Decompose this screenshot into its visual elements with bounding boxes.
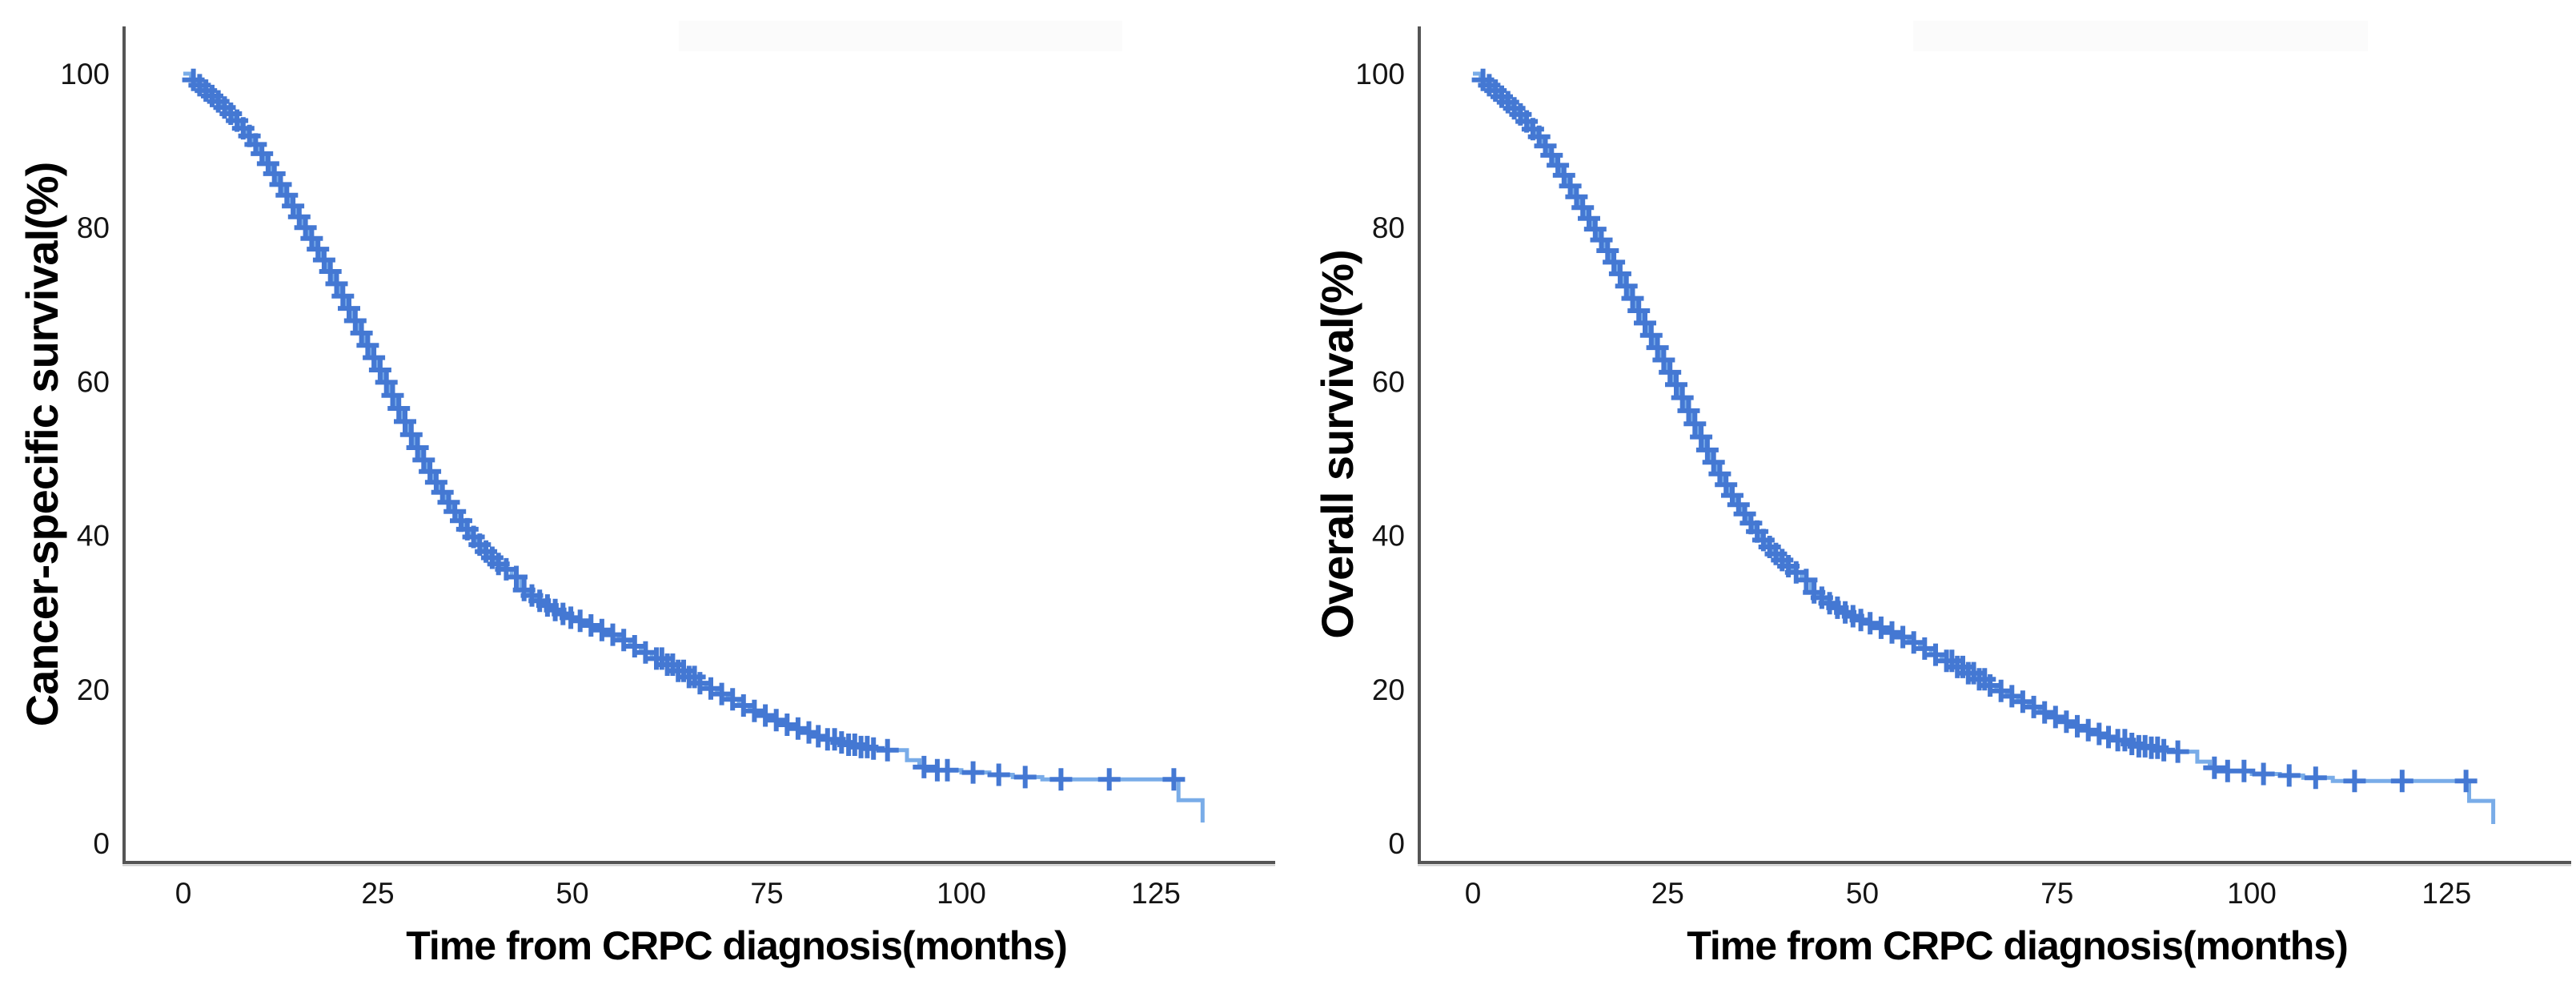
y-axis-tick-label: 100 [1355, 58, 1405, 90]
legend-artifact [1913, 21, 2368, 51]
y-axis-tick-label: 60 [77, 365, 110, 398]
censor-marks [1471, 68, 2478, 793]
x-axis-title: Time from CRPC diagnosis(months) [1687, 923, 2347, 968]
y-axis-tick-label: 100 [60, 58, 110, 90]
chart-cancer-specific-survival: 0 20 40 60 80 100 0 25 50 75 100 125 Cancer-specific… [17, 21, 1275, 968]
y-axis-tick-label: 80 [77, 211, 110, 244]
y-axis-tick-label: 40 [1372, 520, 1405, 553]
y-axis-tick-label: 0 [93, 827, 110, 860]
survival-curve [1473, 71, 2496, 824]
x-axis-tick-label: 0 [1465, 877, 1482, 910]
y-axis-tick-label: 20 [1372, 673, 1405, 706]
x-axis-tick-label: 125 [1131, 877, 1181, 910]
legend-artifact [679, 21, 1122, 51]
x-axis-tick-label: 100 [937, 877, 986, 910]
censor-marks [182, 68, 1186, 791]
x-axis-tick-label: 100 [2227, 877, 2277, 910]
x-axis-tick-label: 75 [750, 877, 783, 910]
x-axis-tick-label: 25 [361, 877, 394, 910]
y-axis-title: Overall survival(%) [1312, 250, 1362, 638]
x-axis-tick-label: 0 [175, 877, 192, 910]
y-axis-tick-label: 20 [77, 673, 110, 706]
y-axis-title: Cancer-specific survival(%) [17, 163, 67, 726]
y-axis-tick-label: 80 [1372, 211, 1405, 244]
survival-curve [183, 71, 1205, 823]
y-axis-tick-label: 0 [1388, 827, 1405, 860]
x-axis-tick-label: 25 [1651, 877, 1684, 910]
y-axis-tick-label: 60 [1372, 365, 1405, 398]
chart-overall-survival: 0 20 40 60 80 100 0 25 50 75 100 125 Overall surviva… [1312, 21, 2571, 968]
x-axis-tick-label: 50 [1846, 877, 1879, 910]
y-axis-tick-label: 40 [77, 520, 110, 553]
x-axis-tick-label: 75 [2040, 877, 2073, 910]
x-axis-tick-label: 125 [2422, 877, 2471, 910]
x-axis-title: Time from CRPC diagnosis(months) [406, 923, 1066, 968]
x-axis-tick-label: 50 [556, 877, 588, 910]
